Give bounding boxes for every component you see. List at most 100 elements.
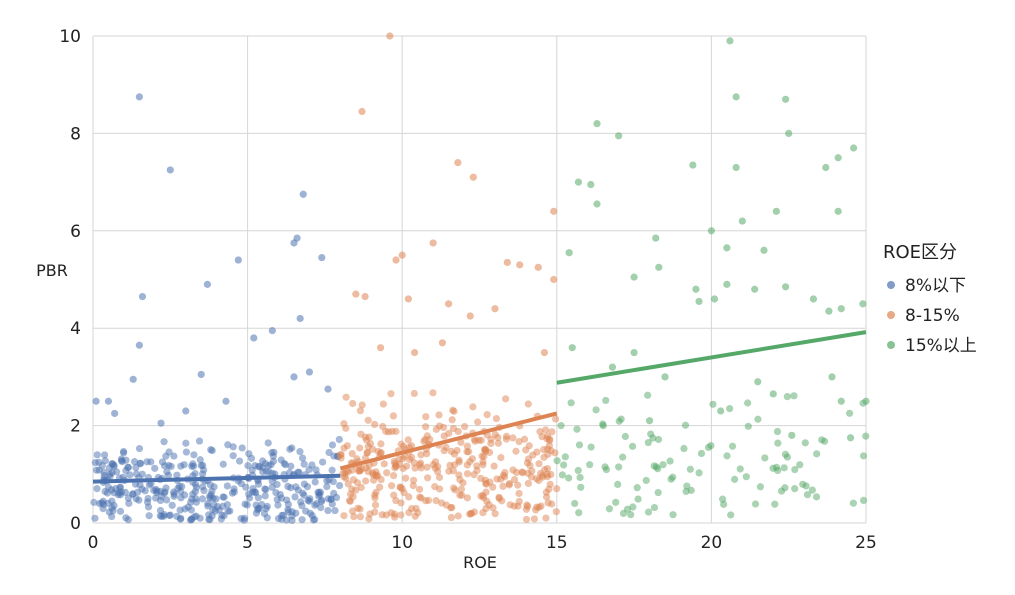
data-point — [378, 511, 386, 519]
data-point — [544, 445, 552, 453]
data-point — [100, 451, 109, 459]
data-point — [206, 494, 214, 502]
data-point — [599, 422, 607, 430]
data-point — [859, 496, 868, 505]
data-point — [122, 456, 130, 464]
data-point — [388, 482, 396, 490]
data-point — [683, 482, 691, 490]
data-point — [726, 404, 734, 413]
data-point — [284, 505, 292, 514]
data-point — [469, 173, 477, 181]
data-point — [822, 163, 830, 172]
data-point — [424, 474, 432, 482]
data-point — [510, 475, 519, 484]
data-point — [432, 497, 440, 505]
y-tick-label: 8 — [70, 124, 81, 144]
data-point — [208, 446, 216, 455]
data-point — [371, 494, 379, 502]
data-point — [390, 491, 398, 499]
data-point — [215, 506, 223, 514]
data-point — [356, 444, 364, 452]
data-point — [298, 454, 307, 462]
data-point — [457, 438, 465, 446]
data-point — [448, 416, 456, 424]
data-point — [125, 499, 133, 507]
data-point — [574, 466, 582, 475]
data-point — [175, 482, 183, 491]
data-point — [655, 263, 663, 271]
data-point — [376, 344, 385, 352]
data-point — [447, 513, 455, 522]
data-point — [296, 314, 304, 323]
data-point — [601, 463, 609, 471]
data-point — [571, 499, 579, 508]
data-point — [692, 285, 700, 293]
data-point — [268, 469, 276, 478]
data-point — [163, 496, 171, 504]
data-point — [398, 251, 406, 259]
data-point — [281, 461, 290, 469]
data-point — [138, 292, 147, 301]
data-point — [707, 227, 716, 235]
data-point — [439, 423, 448, 432]
data-point — [515, 497, 523, 506]
data-point — [769, 390, 777, 398]
data-point — [463, 494, 471, 502]
data-point — [783, 393, 791, 401]
data-point — [312, 466, 320, 474]
data-point — [560, 461, 568, 469]
data-point — [288, 512, 296, 520]
data-point — [633, 484, 641, 492]
data-point — [540, 348, 549, 357]
data-point — [250, 334, 258, 342]
data-point — [825, 307, 833, 315]
data-point — [191, 488, 199, 496]
data-point — [536, 428, 544, 436]
data-point — [503, 258, 511, 267]
data-point — [431, 464, 439, 472]
data-point — [608, 363, 617, 371]
data-point — [438, 499, 446, 507]
data-point — [482, 480, 491, 488]
data-point — [323, 477, 331, 485]
data-point — [191, 469, 199, 478]
data-point — [455, 456, 463, 464]
data-point — [356, 467, 364, 475]
data-point — [340, 444, 348, 452]
data-point — [292, 483, 300, 491]
data-point — [550, 207, 558, 215]
data-point — [544, 499, 552, 507]
x-tick-label: 0 — [88, 533, 99, 553]
data-point — [463, 442, 471, 450]
data-point — [349, 476, 358, 484]
data-point — [365, 515, 373, 523]
data-point — [396, 483, 404, 491]
data-point — [196, 456, 204, 464]
data-point — [785, 129, 793, 137]
data-point — [348, 450, 356, 458]
data-point — [223, 482, 231, 490]
data-point — [828, 373, 836, 381]
data-point — [157, 492, 166, 500]
data-point — [104, 397, 113, 405]
data-point — [659, 461, 667, 469]
data-point — [732, 163, 740, 172]
data-point — [523, 501, 531, 509]
data-point — [248, 466, 256, 474]
data-point — [546, 480, 554, 488]
data-point — [669, 511, 677, 519]
data-point — [229, 443, 237, 451]
data-point — [114, 491, 122, 499]
data-point — [308, 461, 316, 469]
data-point — [124, 516, 132, 524]
data-point — [491, 510, 499, 518]
series-1 — [90, 93, 344, 525]
data-point — [518, 468, 526, 476]
data-point — [210, 483, 218, 491]
data-point — [190, 451, 198, 459]
data-point — [650, 462, 658, 470]
data-point — [615, 463, 623, 471]
data-point — [411, 512, 419, 520]
data-point — [575, 441, 584, 449]
data-point — [669, 473, 677, 481]
